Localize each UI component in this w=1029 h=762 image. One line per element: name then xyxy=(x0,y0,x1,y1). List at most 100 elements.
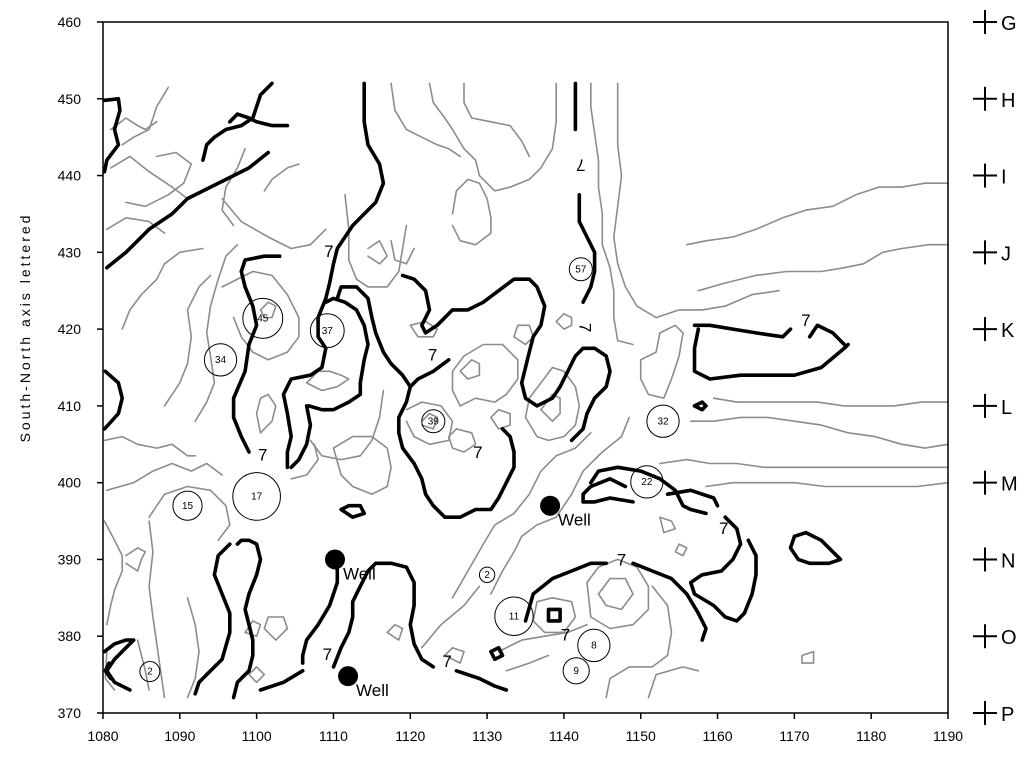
thin-contour-line xyxy=(712,397,949,407)
thin-contour-line xyxy=(367,240,388,265)
numbered-circle-label: 39 xyxy=(428,416,440,427)
thin-contour-line xyxy=(194,243,239,422)
numbered-circle-label: 11 xyxy=(509,611,520,622)
thin-contour-line xyxy=(290,443,319,480)
numbered-circle xyxy=(203,343,238,377)
thin-contour-line xyxy=(109,117,158,131)
contour-7-line xyxy=(631,561,708,642)
marker-layer: 7 7 7 7 7 7 7 7 7 7 7 7 45 37 34 57 39 32 22 17 15 2 11 8 9 2 Well… xyxy=(139,156,811,700)
x-tick-label: 1130 xyxy=(472,728,502,744)
y-tick-label: 410 xyxy=(58,398,82,414)
thin-contour-line xyxy=(109,155,189,200)
thin-contour-line xyxy=(490,408,511,430)
thin-contour-line xyxy=(332,435,392,495)
thin-contour-line xyxy=(463,82,531,158)
contour-value-label: 7 xyxy=(473,443,482,462)
thin-contour-line xyxy=(505,654,550,672)
contour-7-line xyxy=(105,150,270,270)
numbered-circle xyxy=(494,596,534,636)
thin-contour-line xyxy=(405,401,454,446)
y-tick-label: 460 xyxy=(58,14,82,30)
numbered-circle-label: 2 xyxy=(147,667,153,678)
numbered-circle xyxy=(421,409,446,434)
contour-value-label: 7 xyxy=(801,311,810,330)
contour-7-line xyxy=(289,404,313,470)
thin-contour-line xyxy=(259,301,277,319)
numbered-circle xyxy=(139,661,161,683)
thin-contour-line xyxy=(263,616,289,641)
numbered-circle-label: 37 xyxy=(322,326,334,337)
thin-contour-line xyxy=(555,313,573,330)
numbered-circle-label: 45 xyxy=(257,314,269,325)
numbered-circle xyxy=(172,490,203,521)
thin-contour-line xyxy=(255,393,277,434)
row-letter-label: I xyxy=(1001,167,1007,189)
thin-contour-line xyxy=(459,359,481,380)
thin-contour-line xyxy=(148,485,231,542)
x-tick-label: 1100 xyxy=(242,728,272,744)
thin-contour-line xyxy=(801,650,815,664)
thin-contour-line xyxy=(390,240,415,265)
contour-7-line xyxy=(228,112,290,128)
contour-7-line xyxy=(331,561,436,669)
row-letter-label: G xyxy=(1001,13,1017,35)
contour-7-line xyxy=(335,285,516,519)
thin-contour-line xyxy=(524,366,581,442)
well-marker xyxy=(324,549,345,570)
contour-7-line xyxy=(102,97,122,174)
contour-7-line xyxy=(454,669,509,692)
thin-contour-line xyxy=(125,151,193,208)
thin-contour-line xyxy=(605,585,673,699)
contour-7-line xyxy=(307,296,370,412)
thin-contour-line xyxy=(148,520,166,699)
contour-7-line xyxy=(408,358,451,389)
thin-contour-line xyxy=(344,194,408,288)
numbered-circle-label: 32 xyxy=(657,416,669,427)
contour-value-label: 7 xyxy=(576,156,585,175)
thin-contour-line xyxy=(106,217,166,234)
contour-7-line xyxy=(523,561,608,623)
thin-contour-line xyxy=(674,543,688,557)
thin-contour-line xyxy=(532,597,577,634)
thin-contour-line xyxy=(497,623,588,653)
thin-contour-line xyxy=(121,86,170,146)
thin-contour-line xyxy=(447,428,477,453)
thin-contour-line xyxy=(104,650,116,691)
x-tick-label: 1180 xyxy=(856,728,886,744)
row-letter-label: N xyxy=(1001,550,1015,572)
row-letter-label: J xyxy=(1001,243,1011,265)
x-tick-label: 1090 xyxy=(164,728,195,744)
thin-contour-line xyxy=(421,585,481,649)
numbered-circle-label: 2 xyxy=(484,570,490,581)
well-label: Well xyxy=(558,511,591,530)
numbered-circle-label: 17 xyxy=(251,492,263,503)
contour-7-line xyxy=(102,369,124,431)
thin-contour-line xyxy=(689,416,949,449)
thin-contour-line xyxy=(263,163,300,192)
numbered-circle-label: 22 xyxy=(641,477,653,488)
numbered-circle xyxy=(630,465,664,499)
x-tick-label: 1120 xyxy=(395,728,425,744)
contour-7-line xyxy=(788,530,843,566)
contour-7-line xyxy=(489,645,505,662)
well-marker xyxy=(540,495,561,516)
numbered-circle-label: 34 xyxy=(215,355,227,366)
contour-value-label: 7 xyxy=(324,242,333,261)
thin-contour-line xyxy=(451,178,492,246)
y-tick-label: 440 xyxy=(58,168,82,184)
row-letter-label: L xyxy=(1001,397,1012,419)
thin-contour-line xyxy=(697,243,949,292)
y-tick-label: 450 xyxy=(58,91,82,107)
contour-7-line xyxy=(231,342,251,454)
thin-contour-line xyxy=(613,82,780,319)
y-tick-label: 400 xyxy=(58,475,82,491)
contour-7-line xyxy=(400,273,612,443)
thin-contour-line xyxy=(659,458,949,469)
numbered-circle-label: 8 xyxy=(591,641,597,652)
thin-contour-line xyxy=(121,247,204,330)
thin-contour-line xyxy=(590,82,634,346)
numbered-circle-label: 15 xyxy=(182,501,194,512)
row-letter-label: H xyxy=(1001,90,1015,112)
thin-contour-line xyxy=(386,623,404,641)
